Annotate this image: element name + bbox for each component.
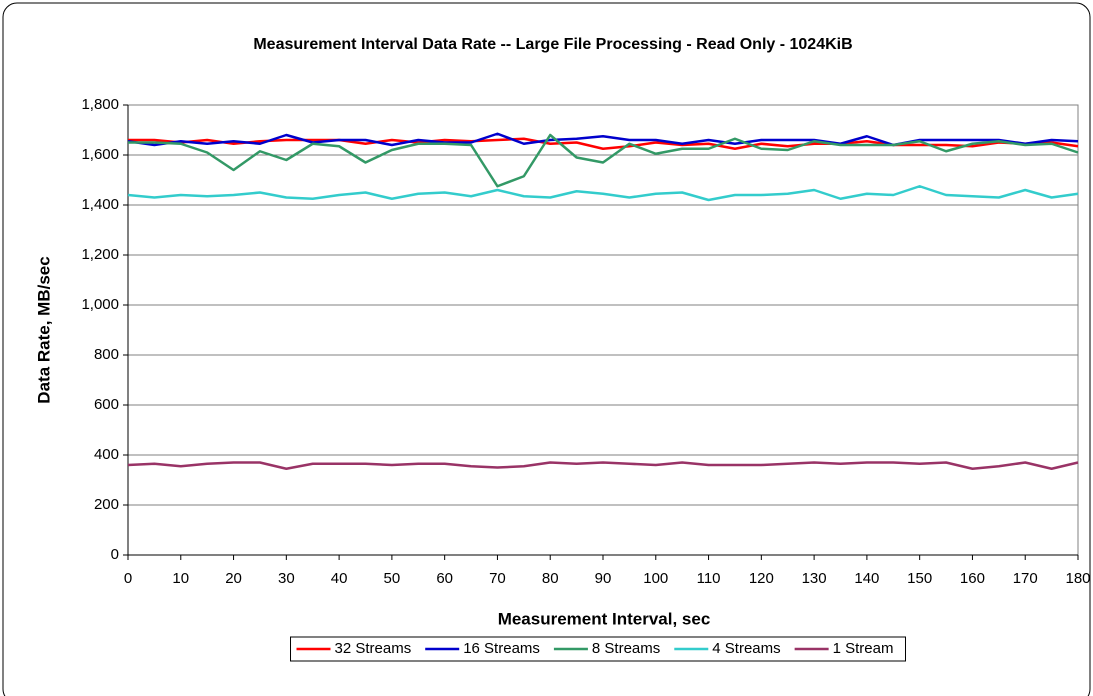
x-tick-label: 170 bbox=[1013, 570, 1038, 587]
x-tick-label: 90 bbox=[595, 570, 612, 587]
series-line bbox=[127, 461, 1079, 470]
y-tick-label: 200 bbox=[94, 496, 119, 513]
y-tick-label: 1,600 bbox=[81, 146, 119, 163]
x-tick-label: 100 bbox=[643, 570, 668, 587]
y-tick-label: 1,000 bbox=[81, 296, 119, 313]
x-tick-label: 30 bbox=[278, 570, 295, 587]
legend-label: 16 Streams bbox=[463, 640, 540, 657]
x-tick-label: 80 bbox=[542, 570, 559, 587]
x-tick-label: 70 bbox=[489, 570, 506, 587]
x-tick-label: 50 bbox=[384, 570, 401, 587]
x-tick-label: 140 bbox=[854, 570, 879, 587]
y-tick-label: 1,800 bbox=[81, 96, 119, 113]
legend-label: 4 Streams bbox=[712, 640, 780, 657]
legend-label: 32 Streams bbox=[335, 640, 412, 657]
series-line bbox=[128, 137, 1079, 150]
y-tick-label: 1,400 bbox=[81, 196, 119, 213]
x-tick-label: 0 bbox=[124, 570, 132, 587]
y-tick-label: 1,200 bbox=[81, 246, 119, 263]
x-tick-label: 160 bbox=[960, 570, 985, 587]
y-axis-label: Data Rate, MB/sec bbox=[34, 256, 53, 403]
series-line bbox=[128, 133, 1079, 188]
series-line bbox=[127, 132, 1079, 147]
x-tick-label: 40 bbox=[331, 570, 348, 587]
legend-label: 8 Streams bbox=[592, 640, 660, 657]
chart-title: Measurement Interval Data Rate -- Large … bbox=[253, 36, 852, 53]
x-tick-label: 130 bbox=[802, 570, 827, 587]
y-tick-label: 400 bbox=[94, 446, 119, 463]
x-tick-label: 120 bbox=[749, 570, 774, 587]
y-tick-label: 800 bbox=[94, 346, 119, 363]
x-tick-label: 20 bbox=[225, 570, 242, 587]
x-tick-label: 60 bbox=[436, 570, 453, 587]
y-tick-label: 600 bbox=[94, 396, 119, 413]
x-tick-label: 180 bbox=[1065, 570, 1090, 587]
x-tick-label: 10 bbox=[172, 570, 189, 587]
series-line bbox=[127, 185, 1079, 202]
x-tick-label: 150 bbox=[907, 570, 932, 587]
y-tick-label: 0 bbox=[111, 546, 119, 563]
plot-area bbox=[127, 104, 1079, 556]
x-tick-label: 110 bbox=[697, 570, 721, 587]
legend-label: 1 Stream bbox=[833, 640, 894, 657]
x-axis-label: Measurement Interval, sec bbox=[498, 609, 711, 628]
